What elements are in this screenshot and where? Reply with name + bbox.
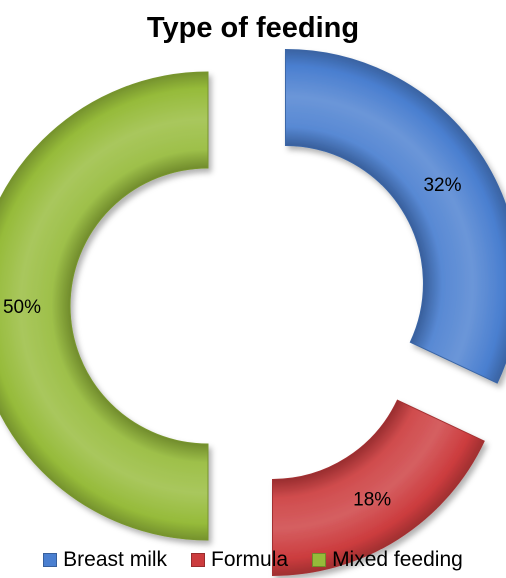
legend-label-breast-milk: Breast milk xyxy=(63,548,168,571)
legend-swatch-formula xyxy=(191,553,206,567)
legend-item-breast-milk: Breast milk xyxy=(43,548,167,572)
legend: Breast milk Formula Mixed feeding xyxy=(0,548,506,572)
chart-title: Type of feeding xyxy=(146,12,360,44)
legend-label-mixed-feeding: Mixed feeding xyxy=(332,548,463,571)
data-label-formula: 18% xyxy=(353,490,391,511)
data-label-breast-milk: 32% xyxy=(423,175,461,196)
slice-breast-milk xyxy=(284,48,506,384)
legend-label-formula: Formula xyxy=(211,548,289,571)
slice-formula xyxy=(272,399,485,576)
legend-swatch-mixed-feeding xyxy=(312,553,327,567)
slice-mixed-feeding xyxy=(0,71,209,541)
data-label-mixed-feeding: 50% xyxy=(3,297,41,318)
legend-item-mixed-feeding: Mixed feeding xyxy=(312,548,463,572)
legend-item-formula: Formula xyxy=(191,548,288,572)
legend-swatch-breast-milk xyxy=(43,553,58,567)
